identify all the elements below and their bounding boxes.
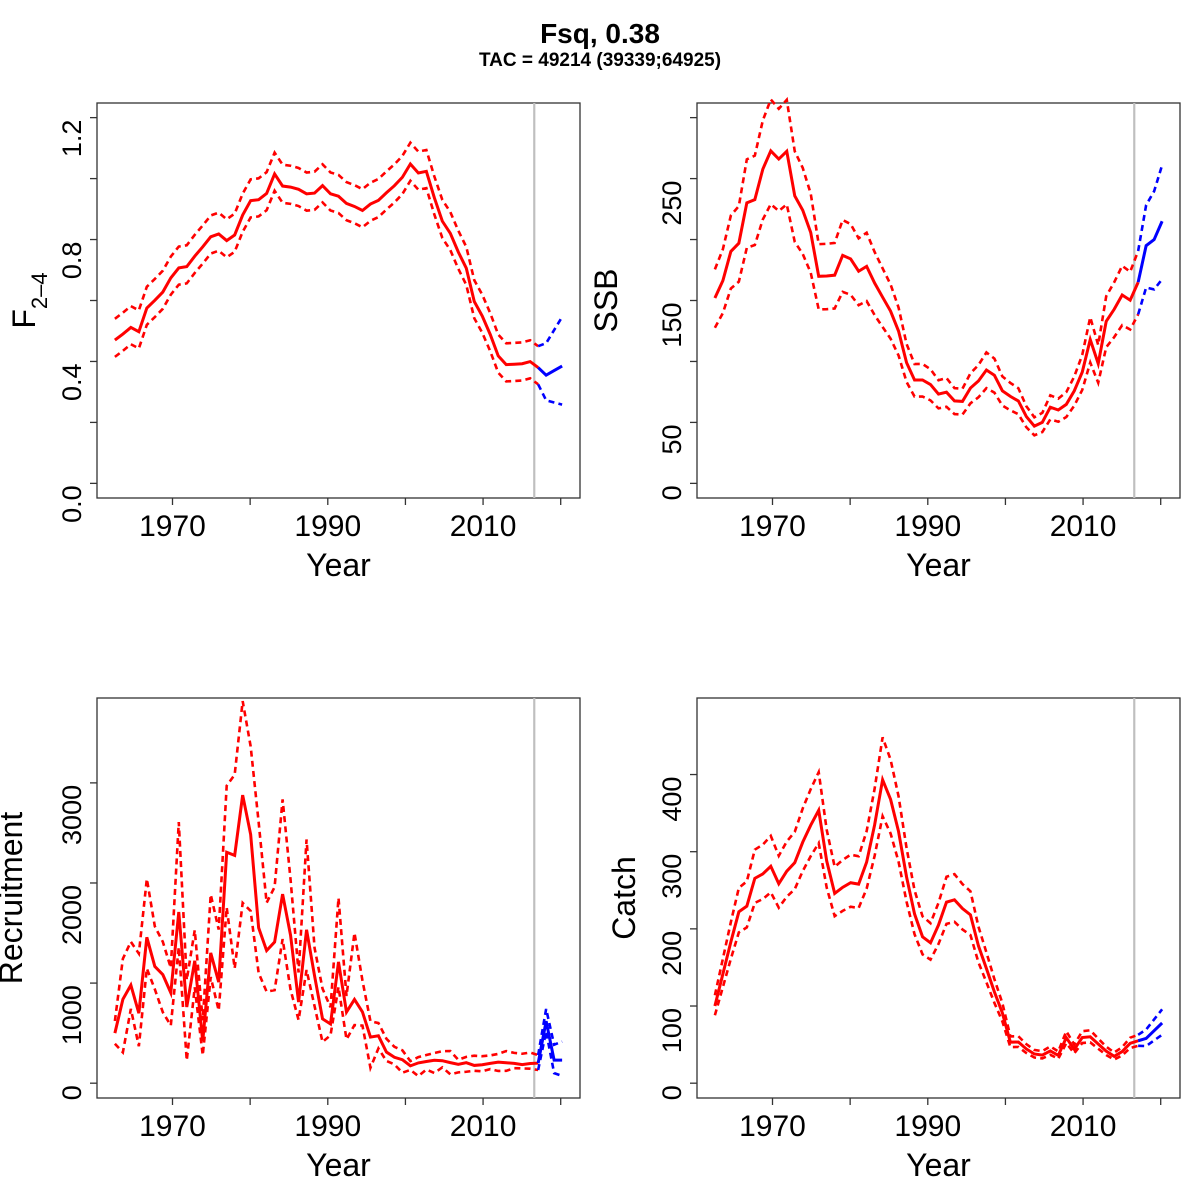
svg-text:100: 100 — [657, 1008, 687, 1053]
svg-text:0.4: 0.4 — [57, 363, 87, 401]
svg-text:0.8: 0.8 — [57, 242, 87, 280]
svg-text:1990: 1990 — [894, 1110, 961, 1143]
svg-text:Year: Year — [306, 547, 371, 583]
svg-text:150: 150 — [657, 303, 687, 348]
svg-text:0: 0 — [657, 485, 687, 500]
svg-text:3000: 3000 — [57, 785, 87, 845]
svg-text:Year: Year — [906, 1147, 971, 1183]
svg-text:1970: 1970 — [739, 1110, 806, 1143]
svg-text:2010: 2010 — [1050, 1110, 1117, 1143]
svg-text:50: 50 — [657, 424, 687, 454]
svg-text:2010: 2010 — [1050, 510, 1117, 543]
svg-text:200: 200 — [657, 931, 687, 976]
svg-text:1.2: 1.2 — [57, 120, 87, 158]
svg-text:1970: 1970 — [139, 1110, 206, 1143]
svg-text:300: 300 — [657, 854, 687, 899]
svg-text:F2–4: F2–4 — [6, 272, 52, 328]
svg-text:Year: Year — [306, 1147, 371, 1183]
svg-text:2010: 2010 — [450, 1110, 517, 1143]
svg-text:Recruitment: Recruitment — [0, 812, 29, 985]
svg-text:Catch: Catch — [606, 856, 642, 940]
svg-text:250: 250 — [657, 181, 687, 226]
svg-text:2010: 2010 — [450, 510, 517, 543]
svg-text:1990: 1990 — [294, 1110, 361, 1143]
svg-text:400: 400 — [657, 777, 687, 822]
svg-text:0.0: 0.0 — [57, 485, 87, 523]
svg-text:1970: 1970 — [739, 510, 806, 543]
svg-text:2000: 2000 — [57, 885, 87, 945]
svg-text:1990: 1990 — [894, 510, 961, 543]
svg-text:SSB: SSB — [588, 268, 624, 332]
svg-text:1990: 1990 — [294, 510, 361, 543]
svg-text:0: 0 — [57, 1085, 87, 1100]
svg-text:Year: Year — [906, 547, 971, 583]
svg-text:1000: 1000 — [57, 985, 87, 1045]
svg-text:0: 0 — [657, 1085, 687, 1100]
svg-text:1970: 1970 — [139, 510, 206, 543]
